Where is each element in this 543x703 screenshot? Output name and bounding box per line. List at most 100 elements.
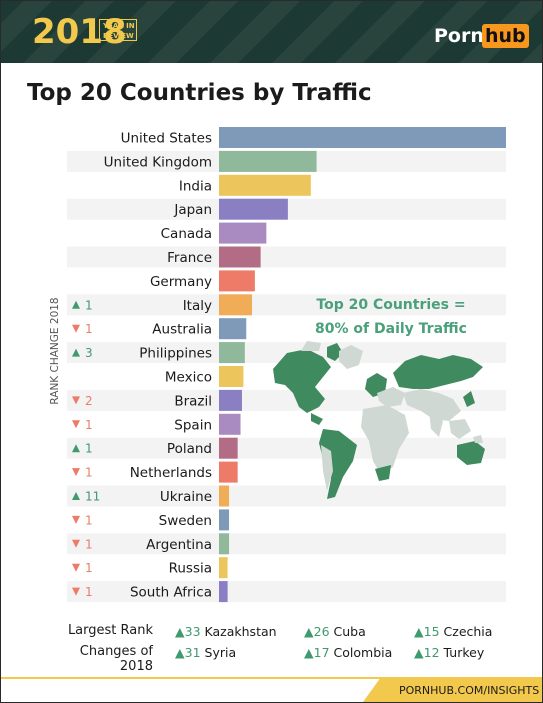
down-arrow-icon xyxy=(72,587,80,596)
country-label: Argentina xyxy=(146,537,212,553)
up-arrow-icon: ▲17 xyxy=(304,645,330,660)
bar xyxy=(219,557,228,579)
up-arrow-icon xyxy=(72,444,80,453)
chart-row: Spain 1 xyxy=(72,413,241,435)
bar xyxy=(219,461,238,483)
country-label: South Africa xyxy=(130,585,212,601)
chart-row: Sweden 1 xyxy=(72,509,230,531)
country-label: Philippines xyxy=(139,346,212,362)
chart-row: Italy 1 xyxy=(67,294,506,316)
rank-change-value: 1 xyxy=(85,513,93,527)
chart-row: Canada xyxy=(161,222,267,244)
bar xyxy=(219,533,230,555)
rank-change-value: 1 xyxy=(85,322,93,336)
rank-change-value: 1 xyxy=(85,442,93,456)
rank-change-value: 1 xyxy=(85,418,93,432)
bar xyxy=(219,318,247,340)
country-label: United States xyxy=(121,131,212,147)
bar xyxy=(219,581,228,603)
legend-item: ▲31 Syria xyxy=(175,645,236,660)
chart-row: Mexico xyxy=(165,366,244,387)
row-band xyxy=(67,437,506,459)
header-banner: 2018 YEAR IN REVIEW Porn hub xyxy=(1,1,542,63)
bar xyxy=(219,485,230,507)
bar xyxy=(219,174,311,196)
bar xyxy=(219,270,255,292)
bar xyxy=(219,509,230,531)
bar xyxy=(219,198,288,220)
country-label: United Kingdom xyxy=(104,154,212,170)
chart-row: United States xyxy=(121,127,506,148)
legend-country: Cuba xyxy=(333,624,366,639)
rank-change-value: 3 xyxy=(85,346,93,360)
up-arrow-icon: ▲26 xyxy=(304,624,330,639)
legend-country: Syria xyxy=(204,645,237,660)
country-label: Russia xyxy=(169,561,212,577)
up-arrow-icon: ▲31 xyxy=(175,645,201,660)
country-label: Canada xyxy=(161,226,212,242)
chart-row: France xyxy=(67,246,506,268)
footer-url[interactable]: PORNHUB.COM/INSIGHTS xyxy=(399,684,540,697)
row-band xyxy=(67,342,506,364)
bar xyxy=(219,127,506,148)
rank-change-value: 1 xyxy=(85,298,93,312)
down-arrow-icon xyxy=(72,563,80,572)
chart-title: Top 20 Countries by Traffic xyxy=(27,80,372,106)
chart-row: Poland 1 xyxy=(67,437,506,459)
footer-band xyxy=(363,677,542,702)
legend-item: ▲12 Turkey xyxy=(414,645,484,660)
country-label: Germany xyxy=(150,274,212,290)
rank-change-value: 1 xyxy=(85,466,93,480)
year-tag-line1: YEAR IN xyxy=(103,22,135,30)
row-band xyxy=(67,246,506,268)
year-in-review-tag: YEAR IN REVIEW xyxy=(99,19,137,41)
row-band xyxy=(67,533,506,555)
legend-item: ▲17 Colombia xyxy=(304,645,392,660)
bar xyxy=(219,150,317,172)
legend-country: Kazakhstan xyxy=(204,624,277,639)
up-arrow-icon: ▲15 xyxy=(414,624,440,639)
legend-item: ▲15 Czechia xyxy=(414,624,492,639)
chart-row: Netherlands 1 xyxy=(72,461,238,483)
legend-item: ▲33 Kazakhstan xyxy=(175,624,277,639)
callout-line2: 80% of Daily Traffic xyxy=(315,321,467,337)
rank-change-value: 1 xyxy=(85,537,93,551)
rank-change-value: 11 xyxy=(85,490,100,504)
country-label: India xyxy=(179,178,212,194)
world-map-icon xyxy=(273,341,485,499)
chart-row: South Africa 1 xyxy=(67,581,506,603)
legend-item: ▲26 Cuba xyxy=(304,624,366,639)
legend-country: Colombia xyxy=(333,645,393,660)
brand-logo-part1: Porn xyxy=(434,25,484,47)
chart-row: Germany xyxy=(150,270,255,292)
bar xyxy=(219,294,253,316)
country-label: Italy xyxy=(183,298,212,314)
country-label: Mexico xyxy=(165,370,212,386)
chart-row: Ukraine 11 xyxy=(67,485,506,507)
row-band xyxy=(67,581,506,603)
up-arrow-icon xyxy=(72,492,80,500)
year-tag-line2: REVIEW xyxy=(103,32,134,40)
rank-change-value: 2 xyxy=(85,394,93,408)
rank-change-value: 1 xyxy=(85,561,93,575)
down-arrow-icon xyxy=(72,539,80,548)
legend-heading-line1: Largest Rank xyxy=(67,623,153,638)
bar xyxy=(219,342,245,364)
country-label: Brazil xyxy=(174,393,212,409)
chart-row: Philippines 3 xyxy=(67,342,506,364)
bar xyxy=(219,222,267,244)
down-arrow-icon xyxy=(72,396,80,405)
country-label: Australia xyxy=(152,322,212,338)
country-label: Ukraine xyxy=(160,489,212,505)
country-label: Sweden xyxy=(159,513,212,529)
down-arrow-icon xyxy=(72,515,80,524)
bar xyxy=(219,413,241,435)
legend-heading-line2: Changes of 2018 xyxy=(79,644,153,674)
footer-divider xyxy=(1,677,381,679)
down-arrow-icon xyxy=(72,468,80,477)
brand-logo-part2: hub xyxy=(482,24,529,48)
chart-row: Australia 1 xyxy=(72,318,247,340)
country-label: Poland xyxy=(167,441,212,457)
row-band xyxy=(67,294,506,316)
